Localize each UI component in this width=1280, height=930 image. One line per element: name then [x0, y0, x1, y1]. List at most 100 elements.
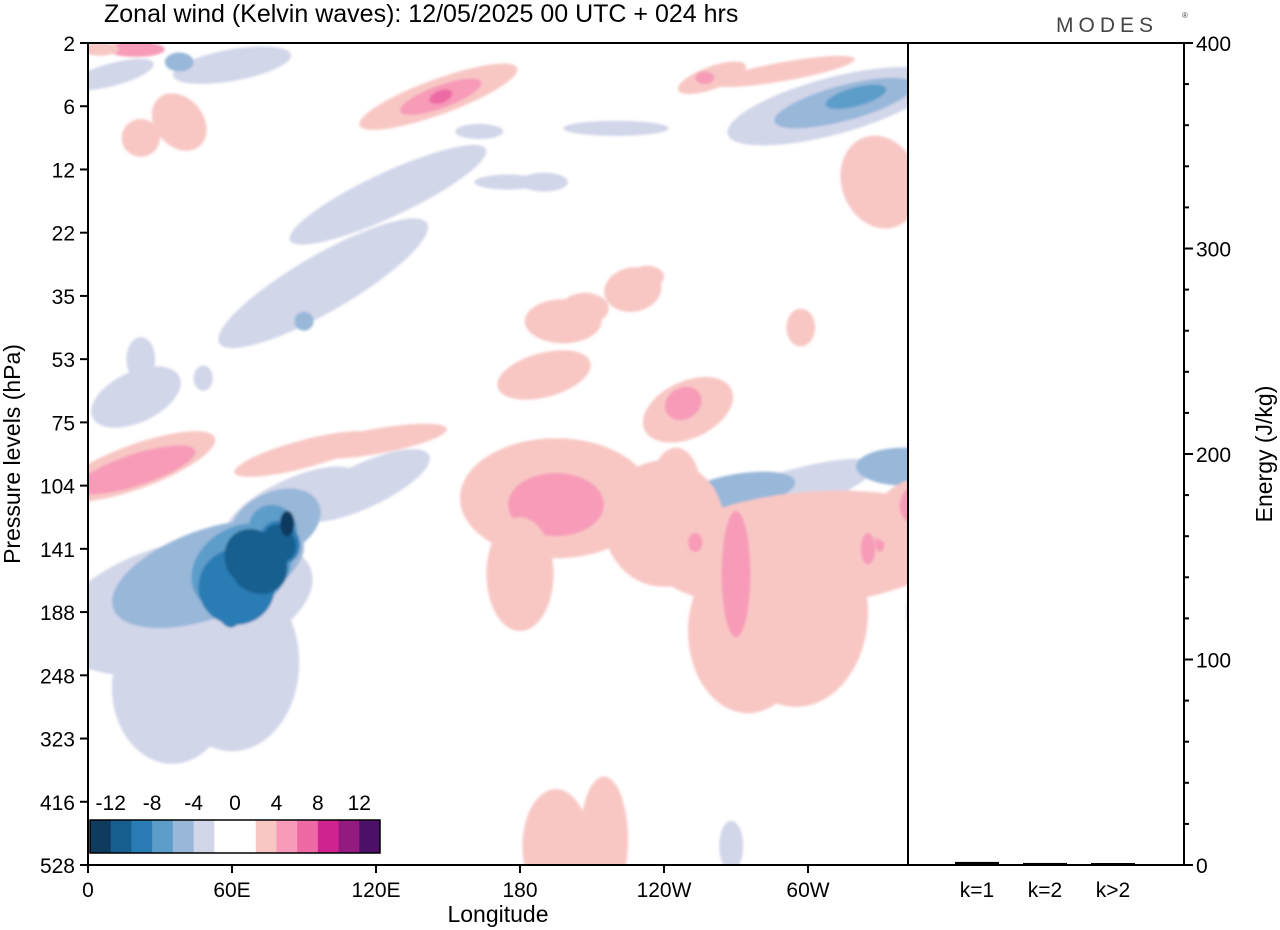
colorbar-swatch — [359, 820, 381, 853]
contour-region — [713, 55, 855, 88]
colorbar-swatch — [317, 820, 340, 853]
contour-region — [563, 120, 669, 136]
contour-region — [724, 517, 868, 707]
y-tick-label: 528 — [40, 855, 75, 878]
colorbar-swatch — [235, 820, 257, 853]
colorbar-label: -12 — [96, 792, 126, 815]
colorbar-label: 4 — [271, 792, 283, 815]
contour-region — [121, 118, 160, 157]
energy-category-label: k=1 — [960, 879, 994, 902]
colorbar-swatch — [152, 820, 174, 853]
energy-axis: 0 100 200 300 400 — [1184, 33, 1231, 878]
contour-region — [688, 533, 703, 553]
contour-region — [294, 311, 314, 331]
y-tick-label: 104 — [40, 476, 75, 499]
contour-region — [652, 447, 700, 524]
contour-region — [289, 144, 487, 245]
contour-region — [522, 789, 590, 865]
contour-region — [825, 84, 887, 109]
y-tick-label: 75 — [52, 412, 75, 435]
contour-region — [88, 43, 120, 56]
y-tick-label: 248 — [40, 665, 75, 688]
colorbar-swatch — [214, 820, 236, 853]
colorbar-label: 12 — [348, 792, 371, 815]
y-tick-label: 12 — [52, 159, 75, 182]
energy-bar — [955, 861, 999, 865]
contour-region — [580, 776, 628, 865]
chart-title: Zonal wind (Kelvin waves): 12/05/2025 00… — [104, 0, 738, 28]
contour-region — [280, 510, 295, 537]
contour-region — [455, 123, 504, 140]
contour-region — [151, 93, 207, 151]
contour-region — [860, 533, 876, 565]
contour-region — [172, 46, 292, 84]
colorbar-swatch — [110, 820, 132, 853]
contour-region — [664, 386, 702, 421]
contour-region — [786, 308, 816, 347]
longitude-axis-ticks: 0 60E 120E 180 120W 60W — [82, 865, 830, 902]
y-tick-label: 141 — [40, 539, 75, 562]
y-axis-label: Pressure levels (hPa) — [0, 344, 25, 564]
colorbar-label: 0 — [229, 792, 241, 815]
colorbar-swatch — [338, 820, 360, 853]
colorbar-label: -8 — [143, 792, 162, 815]
y-tick-label: 188 — [40, 602, 75, 625]
energy-bar — [1091, 863, 1135, 865]
colorbar-swatch — [255, 820, 277, 853]
colorbar-frame — [89, 819, 381, 854]
energy-tick-label: 300 — [1196, 239, 1231, 262]
energy-tick-label: 100 — [1196, 650, 1231, 673]
modes-logo: MODES — [1056, 14, 1158, 37]
y-tick-label: 35 — [52, 286, 75, 309]
colorbar-swatch — [172, 820, 195, 853]
colorbar-label: -4 — [184, 792, 203, 815]
contour-region — [212, 571, 243, 628]
y-tick-label: 53 — [52, 349, 75, 372]
contour-region — [88, 58, 154, 91]
energy-tick-label: 400 — [1196, 33, 1231, 56]
heatmap-contours — [88, 43, 908, 865]
logo-registered-mark: ® — [1182, 11, 1188, 20]
contour-region — [218, 218, 429, 349]
x-tick-label: 60E — [213, 879, 250, 902]
pressure-axis-ticks: 2 6 12 22 35 53 75 104 141 188 248 323 416 528 — [40, 33, 88, 878]
contour-region — [107, 43, 165, 57]
heatmap-panel — [88, 43, 908, 865]
x-axis-label: Longitude — [447, 901, 548, 927]
y-tick-label: 323 — [40, 729, 75, 752]
colorbar-swatch — [276, 820, 298, 853]
colorbar-swatch — [90, 820, 112, 853]
x-tick-label: 60W — [786, 879, 829, 902]
contour-region — [721, 510, 751, 638]
contour-region — [560, 292, 609, 325]
contour-region — [630, 265, 664, 289]
contour-region — [193, 365, 213, 391]
x-tick-label: 180 — [502, 879, 537, 902]
contour-region — [856, 447, 908, 486]
colorbar-swatch — [193, 820, 215, 853]
x-tick-label: 120W — [637, 879, 692, 902]
contour-region — [88, 445, 196, 495]
contour-region — [91, 366, 181, 428]
contour-region — [126, 337, 156, 382]
colorbar: -12 -8 -4 0 4 8 12 — [89, 792, 381, 854]
contour-region — [870, 475, 908, 547]
y-tick-label: 2 — [63, 33, 75, 56]
y-tick-label: 416 — [40, 792, 75, 815]
contour-region — [429, 89, 453, 104]
colorbar-label: 8 — [312, 792, 324, 815]
contour-region — [840, 135, 908, 229]
colorbar-swatch — [131, 820, 153, 853]
contour-region — [164, 52, 194, 72]
x-tick-label: 0 — [82, 879, 94, 902]
contour-region — [497, 350, 591, 400]
y-tick-label: 6 — [63, 96, 75, 119]
contour-region — [112, 612, 232, 764]
contour-region — [305, 423, 447, 460]
energy-bar — [1023, 862, 1067, 865]
contour-region — [298, 449, 430, 523]
energy-axis-label: Energy (J/kg) — [1251, 386, 1277, 523]
contour-region — [520, 172, 568, 192]
contour-region — [906, 594, 908, 630]
